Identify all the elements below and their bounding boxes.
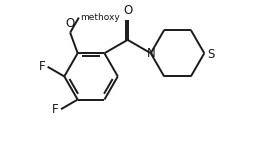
Text: S: S	[207, 48, 215, 61]
Text: F: F	[52, 103, 59, 116]
Text: methoxy: methoxy	[80, 13, 120, 22]
Text: O: O	[123, 4, 132, 17]
Text: O: O	[66, 17, 75, 30]
Text: N: N	[146, 47, 155, 60]
Text: F: F	[39, 60, 45, 73]
